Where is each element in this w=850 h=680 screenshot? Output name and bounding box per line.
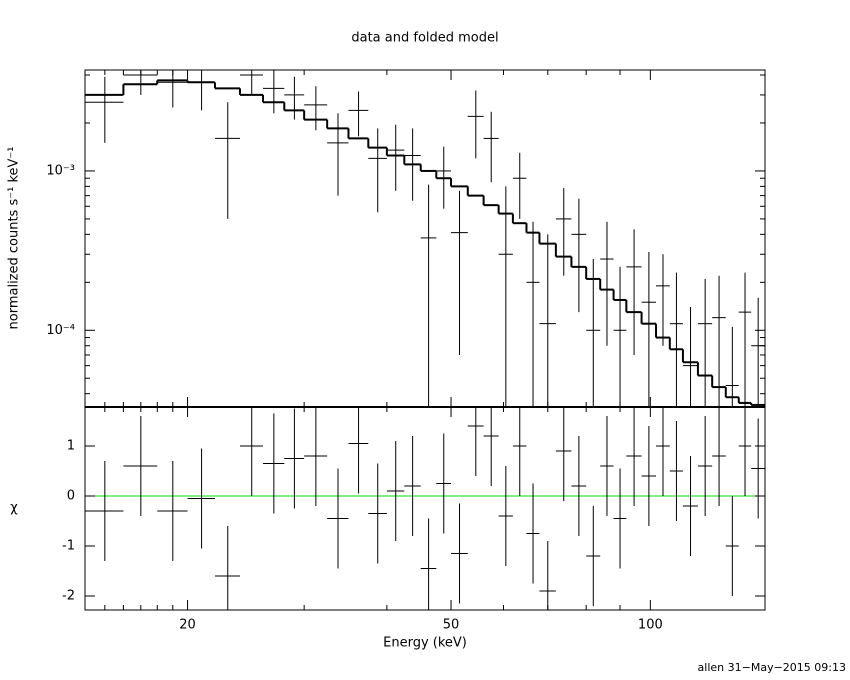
plot-area bbox=[85, 407, 765, 610]
y-tick-label: -1 bbox=[62, 539, 75, 554]
x-tick-label: 100 bbox=[638, 618, 663, 633]
y-tick-label: 10⁻³ bbox=[46, 163, 75, 178]
y-tick-label: -2 bbox=[62, 589, 75, 604]
plot-frame bbox=[84, 69, 766, 611]
plot-area bbox=[85, 70, 765, 407]
chart-title: data and folded model bbox=[351, 31, 498, 46]
x-axis-label: Energy (keV) bbox=[383, 636, 467, 651]
footer: allen 31−May−2015 09:13 bbox=[698, 661, 846, 674]
y-axis-label: normalized counts s⁻¹ keV⁻¹ bbox=[7, 147, 22, 330]
y-tick-label: 0 bbox=[67, 489, 75, 504]
y-tick-label: 1 bbox=[67, 439, 75, 454]
y-tick-label: 10⁻⁴ bbox=[46, 323, 75, 338]
y-axis-label: χ bbox=[10, 501, 18, 516]
x-tick-label: 20 bbox=[179, 618, 196, 633]
x-tick-label: 50 bbox=[443, 618, 460, 633]
